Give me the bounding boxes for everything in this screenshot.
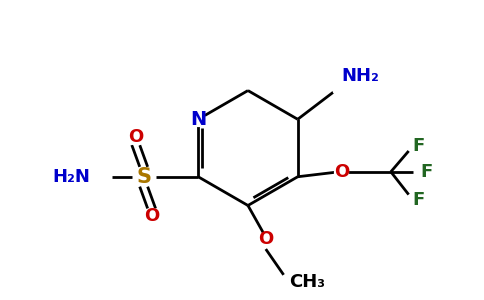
- Text: O: O: [333, 163, 349, 181]
- Text: F: F: [413, 137, 425, 155]
- Text: F: F: [421, 163, 433, 181]
- Text: S: S: [136, 167, 151, 187]
- Text: O: O: [258, 230, 273, 248]
- Text: O: O: [128, 128, 143, 146]
- Text: H₂N: H₂N: [52, 168, 90, 186]
- Text: F: F: [413, 190, 425, 208]
- Text: NH₂: NH₂: [341, 67, 379, 85]
- Text: N: N: [190, 110, 206, 129]
- Text: O: O: [144, 207, 159, 225]
- Text: CH₃: CH₃: [289, 273, 326, 291]
